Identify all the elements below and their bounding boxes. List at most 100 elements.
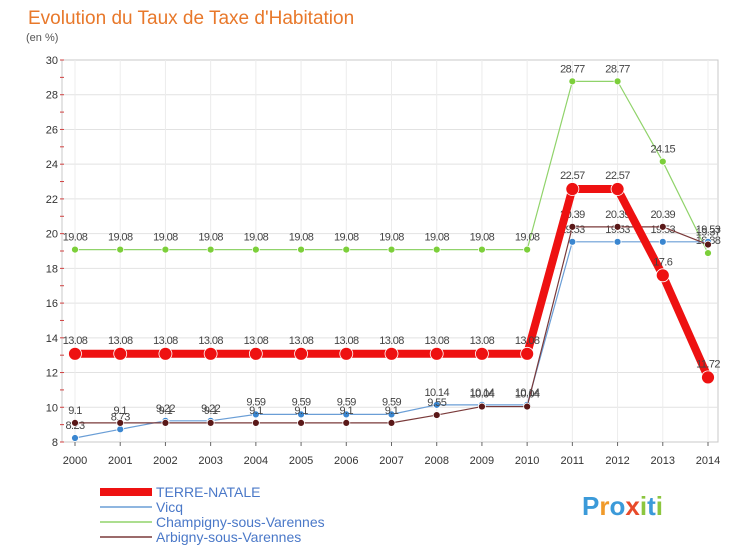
data-label: 24.15: [651, 144, 676, 156]
data-label: 19.37: [696, 227, 721, 239]
x-tick-label: 2013: [651, 455, 675, 467]
data-label: 22.57: [560, 170, 585, 182]
x-tick-label: 2005: [289, 455, 313, 467]
data-label: 13.08: [515, 335, 540, 347]
data-label: 19.08: [153, 232, 178, 244]
data-label: 19.08: [63, 232, 88, 244]
data-point: [387, 410, 396, 419]
x-tick-label: 2003: [198, 455, 222, 467]
plot-area: 8 10 12 14 16 18 20 22 24 26 28 30 2000 2001 2002 2003 2…: [46, 55, 722, 467]
data-label: 9.1: [340, 405, 354, 417]
data-point: [613, 222, 622, 231]
data-label: 13.08: [424, 335, 449, 347]
data-label: 9.1: [385, 405, 399, 417]
data-point: [158, 346, 173, 361]
data-point: [613, 237, 622, 246]
y-tick-label: 20: [46, 229, 58, 241]
data-point: [161, 418, 170, 427]
data-point: [116, 418, 125, 427]
data-point: [297, 418, 305, 427]
data-label: 8.73: [111, 411, 130, 423]
y-tick-label: 10: [46, 402, 58, 414]
data-point: [523, 245, 532, 254]
logo-letter: t: [647, 491, 656, 521]
data-label: 19.08: [334, 232, 359, 244]
data-point: [71, 434, 79, 442]
data-label: 19.08: [289, 232, 314, 244]
data-label: 13.08: [198, 335, 223, 347]
x-tick-label: 2008: [424, 455, 448, 467]
series-arbigny-sous-varennes: 9.1 9.1 9.1 9.1 9.1 9.1 9.1 9.1 9.55 10.04 10.04 20…: [68, 209, 721, 427]
x-tick-label: 2014: [696, 455, 720, 467]
data-point: [387, 245, 396, 254]
data-label: 19.08: [108, 232, 133, 244]
data-label: 9.22: [201, 403, 220, 415]
data-label: 9.22: [156, 403, 175, 415]
data-point: [658, 222, 667, 231]
data-point: [658, 237, 667, 246]
data-point: [251, 418, 260, 427]
data-label: 10.14: [424, 387, 449, 399]
logo-letter: x: [625, 491, 640, 521]
data-point: [432, 245, 441, 254]
data-label: 19.08: [424, 232, 449, 244]
data-label: 9.1: [249, 405, 263, 417]
x-tick-label: 2001: [108, 455, 132, 467]
data-label: 9.1: [159, 405, 173, 417]
y-tick-label: 28: [46, 90, 58, 102]
data-point: [655, 268, 670, 283]
data-point: [568, 237, 577, 246]
data-label: 9.59: [382, 396, 401, 408]
data-point: [432, 411, 441, 419]
logo-letter: o: [609, 491, 625, 521]
logo-letter: i: [640, 491, 647, 521]
data-label: 20.39: [605, 209, 630, 221]
data-point: [297, 410, 305, 419]
data-point: [475, 346, 489, 361]
x-tick-label: 2011: [561, 455, 585, 467]
data-point: [568, 222, 577, 231]
data-label: 9.1: [204, 405, 218, 417]
data-label: 10.04: [515, 389, 540, 401]
data-point: [206, 418, 215, 427]
data-label: 28.77: [560, 63, 585, 75]
chart-subtitle: (en %): [26, 32, 58, 44]
data-point: [113, 346, 128, 361]
series-vicq: 8.238.739.229.229.599.599.599.5910.1410.…: [65, 224, 721, 442]
data-label: 19.08: [198, 232, 223, 244]
x-tick-label: 2007: [379, 455, 403, 467]
data-point: [384, 346, 399, 361]
data-label: 9.1: [113, 405, 127, 417]
data-label: 13.08: [108, 335, 133, 347]
data-point: [116, 425, 125, 434]
y-tick-label: 12: [46, 368, 58, 380]
y-tick-label: 18: [46, 263, 58, 275]
data-label: 20.39: [651, 209, 676, 221]
x-tick-label: 2009: [470, 455, 494, 467]
data-label: 13.08: [63, 335, 88, 347]
logo-letter: P: [582, 491, 599, 521]
y-tick-label: 30: [46, 55, 58, 67]
data-point: [478, 402, 486, 411]
data-point: [248, 346, 263, 361]
data-label: 28.77: [605, 63, 630, 75]
data-label: 9.1: [294, 405, 308, 417]
data-label: 19.53: [696, 224, 721, 236]
data-point: [203, 346, 218, 361]
data-label: 13.08: [153, 335, 178, 347]
legend: TERRE-NATALEVicqChampigny-sous-VarennesA…: [100, 484, 325, 545]
data-label: 9.59: [292, 396, 311, 408]
data-point: [294, 346, 308, 361]
data-point: [520, 346, 535, 361]
data-label: 11.72: [696, 358, 720, 370]
legend-label: TERRE-NATALE: [156, 484, 261, 500]
data-point: [478, 245, 486, 254]
data-label: 13.08: [379, 335, 404, 347]
data-point: [565, 182, 580, 196]
data-point: [342, 410, 351, 419]
data-point: [116, 245, 125, 254]
data-point: [704, 249, 712, 257]
data-point: [251, 245, 260, 254]
x-tick-label: 2002: [153, 455, 177, 467]
legend-label: Vicq: [156, 499, 183, 515]
